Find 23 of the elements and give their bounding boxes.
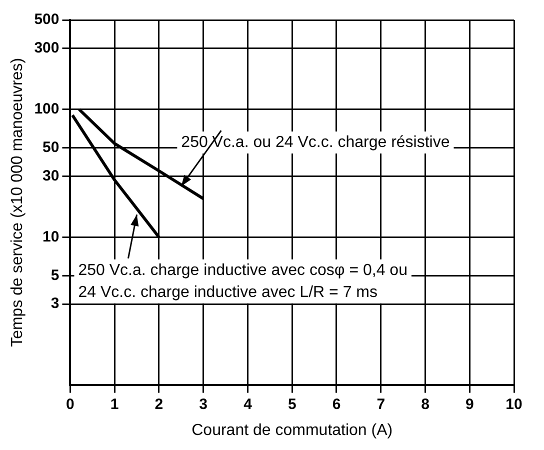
annotation: 250 Vc.a. charge inductive avec cosφ = 0,4 ou 24 Vc.c. charge inductive avec L/R = 7 ms <box>78 262 408 301</box>
y-tick-label: 300 <box>34 40 60 56</box>
y-tick-label: 3 <box>50 295 60 312</box>
x-tick-label: 5 <box>288 396 296 413</box>
y-tick-label: 50 <box>42 138 60 156</box>
y-tick-label: 100 <box>34 100 60 118</box>
x-tick-label: 10 <box>506 396 522 413</box>
y-tick-label: 500 <box>34 11 60 28</box>
x-tick-label: 8 <box>421 396 430 413</box>
x-tick-label: 9 <box>465 396 474 413</box>
y-axis-title: Temps de service (x10 000 manoeuvres) <box>9 58 26 347</box>
x-tick-label: 1 <box>110 396 119 413</box>
x-axis-title: Courant de commutation (A) <box>192 422 393 439</box>
x-tick-label: 2 <box>154 396 164 413</box>
x-tick-label: 6 <box>332 396 341 413</box>
y-tick-label: 5 <box>50 266 60 284</box>
x-tick-label: 0 <box>66 396 74 413</box>
y-tick-label: 10 <box>42 228 60 246</box>
x-tick-label: 3 <box>199 396 208 413</box>
x-tick-label: 4 <box>244 396 253 413</box>
annotation: 250 Vc.a. ou 24 Vc.c. charge résistive <box>181 134 450 151</box>
y-tick-label: 30 <box>42 167 60 184</box>
x-tick-label: 7 <box>376 396 386 413</box>
